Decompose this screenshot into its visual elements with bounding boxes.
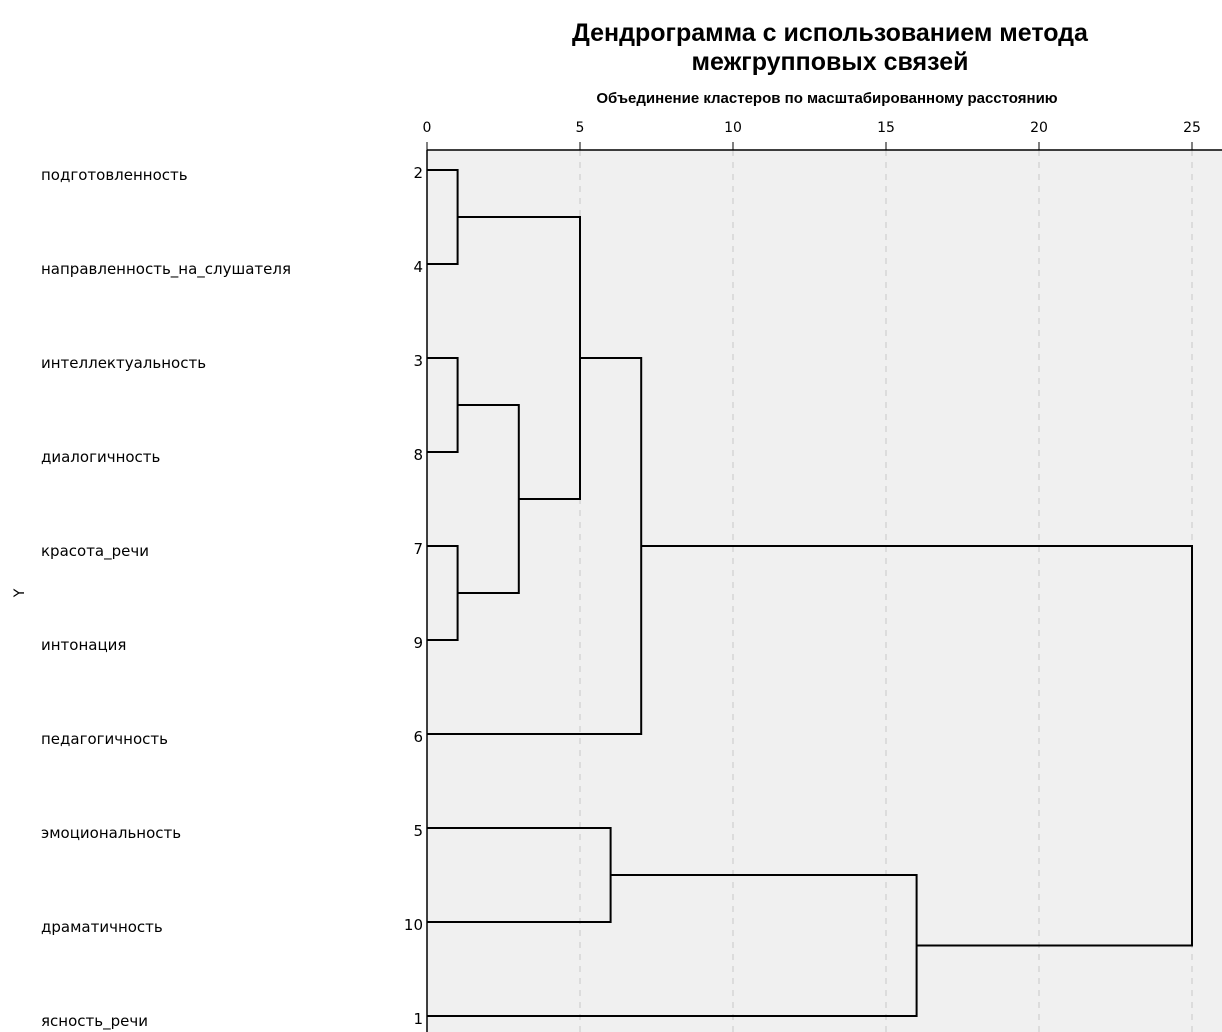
leaf-name-label: эмоциональность	[41, 824, 181, 842]
chart-subtitle: Объединение кластеров по масштабированно…	[596, 90, 1057, 107]
chart-title-line1: Дендрограмма с использованием метода	[572, 19, 1089, 47]
dendrogram-tree	[427, 169, 1193, 1017]
leaf-case-label: 7	[413, 540, 423, 558]
x-tick-label: 5	[576, 120, 585, 136]
leaf-name-label: интонация	[41, 636, 126, 654]
chart-title-line2: межгрупповых связей	[692, 48, 969, 76]
leaf-name-label: направленность_на_слушателя	[41, 260, 291, 279]
leaf-name-label: педагогичность	[41, 730, 168, 748]
plot-area	[427, 150, 1222, 1032]
leaf-name-label: ясность_речи	[41, 1012, 148, 1031]
leaf-case-label: 6	[413, 728, 423, 746]
leaf-case-label: 5	[413, 822, 423, 840]
leaf-name-label: подготовленность	[41, 166, 188, 184]
x-tick-label: 0	[423, 120, 432, 136]
x-tick-label: 10	[724, 120, 742, 136]
x-axis: 0 5 10 15 20 25	[423, 120, 1222, 1032]
y-axis-label: Y	[12, 588, 28, 598]
leaf-name-label: красота_речи	[41, 542, 149, 561]
dendrogram-link	[641, 545, 1193, 947]
leaf-case-label: 4	[413, 258, 423, 276]
leaf-case-label: 3	[413, 352, 423, 370]
x-tick-label: 20	[1030, 120, 1048, 136]
leaf-case-label: 8	[413, 446, 423, 464]
leaf-labels: подготовленность 2 направленность_на_слуша…	[41, 164, 423, 1031]
leaf-case-label: 10	[404, 916, 423, 934]
leaf-case-label: 1	[413, 1010, 423, 1028]
x-tick-label: 25	[1183, 120, 1201, 136]
leaf-name-label: интеллектуальность	[41, 354, 206, 372]
x-tick-label: 15	[877, 120, 895, 136]
leaf-case-label: 9	[413, 634, 423, 652]
leaf-name-label: драматичность	[41, 918, 163, 936]
leaf-case-label: 2	[413, 164, 423, 182]
leaf-name-label: диалогичность	[41, 448, 160, 466]
